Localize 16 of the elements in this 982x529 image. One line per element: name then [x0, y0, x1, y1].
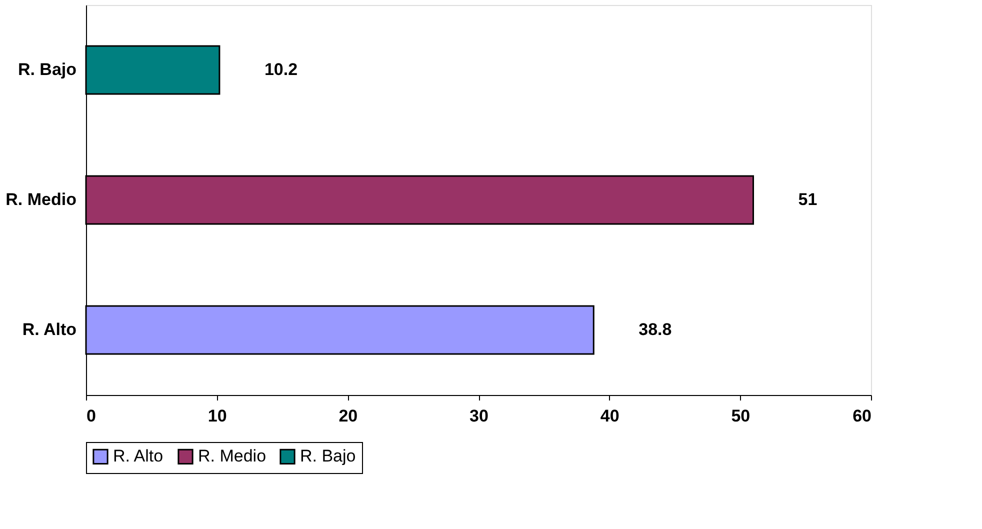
x-tick-label: 30	[470, 406, 488, 426]
data-label: 38.8	[638, 320, 672, 339]
legend-label: R. Bajo	[300, 446, 356, 466]
x-tick-label: 20	[338, 406, 358, 426]
x-tick-label: 40	[600, 406, 620, 426]
x-tick-label: 10	[208, 406, 227, 426]
x-tick-label: 60	[852, 406, 872, 426]
y-tick-label: R. Alto	[22, 320, 76, 339]
legend-label: R. Medio	[198, 446, 266, 466]
y-tick-label: R. Medio	[6, 190, 76, 209]
data-label: 10.2	[264, 60, 298, 79]
x-tick-label: 50	[731, 406, 750, 426]
y-tick-label: R. Bajo	[18, 60, 76, 79]
legend-label: R. Alto	[113, 446, 164, 466]
x-tick-label: 0	[86, 406, 96, 426]
data-label: 51	[798, 190, 818, 209]
